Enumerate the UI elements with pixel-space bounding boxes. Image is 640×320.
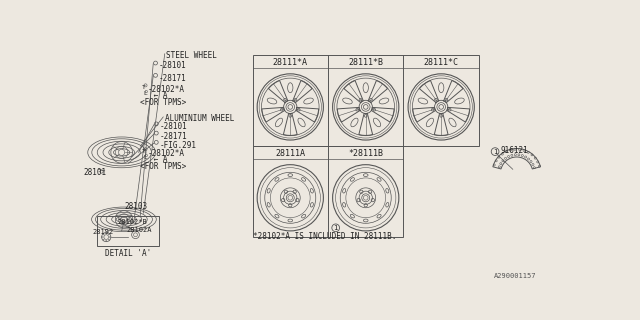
Text: T: T [141, 148, 145, 154]
Text: ALUMINIUM WHEEL: ALUMINIUM WHEEL [164, 114, 234, 123]
Text: 28102*B: 28102*B [117, 219, 147, 225]
Text: L: L [143, 91, 147, 96]
Text: -28101: -28101 [159, 122, 187, 131]
Text: <FOR TPMS>: <FOR TPMS> [140, 162, 186, 172]
Text: 28192: 28192 [92, 228, 114, 235]
Text: -28102*A: -28102*A [148, 84, 185, 93]
Text: 1: 1 [333, 225, 338, 231]
Text: -28171: -28171 [159, 74, 186, 83]
Text: 28101: 28101 [83, 168, 106, 177]
Text: 28111*C: 28111*C [424, 58, 459, 67]
Text: ← A: ← A [148, 155, 167, 164]
Bar [253, 146, 403, 237]
Text: T: T [141, 84, 145, 90]
Text: -28102*A: -28102*A [148, 148, 185, 157]
Text: *28111B: *28111B [348, 148, 383, 158]
Text: 28111*B: 28111*B [348, 58, 383, 67]
Bar [253, 55, 479, 146]
Text: 916121: 916121 [500, 146, 528, 155]
Text: -28101: -28101 [159, 61, 186, 70]
Text: -FIG.291: -FIG.291 [159, 141, 196, 150]
Text: L: L [143, 155, 147, 160]
Text: 28111A: 28111A [275, 148, 305, 158]
Text: *28102*A IS INCLUDED IN 28111B.: *28102*A IS INCLUDED IN 28111B. [253, 232, 396, 241]
Bar [97, 215, 159, 246]
Text: 1: 1 [493, 148, 497, 155]
Text: ← A: ← A [148, 91, 167, 100]
Text: STEEL WHEEL: STEEL WHEEL [166, 51, 217, 60]
Text: 28103: 28103 [124, 202, 147, 211]
Text: <FOR TPMS>: <FOR TPMS> [140, 99, 186, 108]
Text: DETAIL 'A': DETAIL 'A' [105, 249, 151, 258]
Text: 28102A: 28102A [126, 227, 152, 233]
Text: A290001157: A290001157 [493, 273, 536, 279]
Text: 28111*A: 28111*A [273, 58, 308, 67]
Text: -28171: -28171 [159, 132, 187, 140]
